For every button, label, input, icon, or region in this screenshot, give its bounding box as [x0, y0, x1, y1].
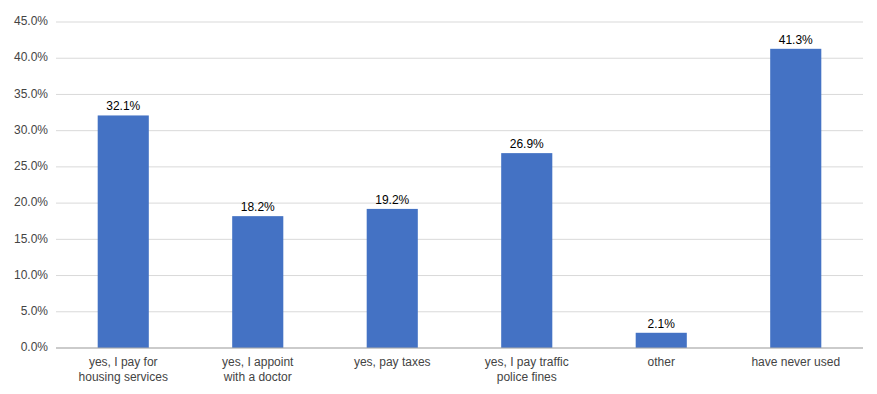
- data-label: 41.3%: [779, 33, 813, 47]
- x-tick-label: yes, pay taxes: [354, 355, 431, 369]
- grid-line: [56, 203, 863, 204]
- bar: [98, 115, 149, 348]
- data-label: 26.9%: [510, 137, 544, 151]
- y-tick-label: 20.0%: [14, 195, 48, 209]
- grid-line: [56, 58, 863, 59]
- x-tick-label: have never used: [751, 355, 840, 369]
- data-label: 19.2%: [375, 193, 409, 207]
- bar: [501, 153, 552, 348]
- grid-line: [56, 275, 863, 276]
- grid-line: [56, 94, 863, 95]
- data-label: 2.1%: [648, 317, 676, 331]
- y-tick-label: 10.0%: [14, 268, 48, 282]
- chart: 0.0% 5.0% 10.0% 15.0% 20.0% 25.0% 30.0% 35.0% 40…: [0, 0, 877, 394]
- bar: [636, 333, 687, 348]
- y-axis: 0.0% 5.0% 10.0% 15.0% 20.0% 25.0% 30.0% 35.0% 40…: [14, 14, 48, 354]
- grid-line: [56, 22, 863, 23]
- axis-line: [56, 348, 863, 349]
- grid-line: [56, 239, 863, 240]
- data-labels: 32.1% 18.2% 19.2% 26.9% 2.1% 41.3%: [106, 33, 813, 331]
- bar: [770, 49, 821, 348]
- x-axis: yes, I pay forhousing services yes, I app…: [79, 355, 841, 384]
- y-tick-label: 40.0%: [14, 50, 48, 64]
- y-tick-label: 45.0%: [14, 14, 48, 28]
- y-tick-label: 5.0%: [21, 304, 49, 318]
- grid-line: [56, 348, 863, 349]
- y-tick-label: 25.0%: [14, 159, 48, 173]
- grid-line: [56, 311, 863, 312]
- bar: [232, 216, 283, 348]
- grid-line: [56, 130, 863, 131]
- bar: [367, 209, 418, 348]
- y-tick-label: 35.0%: [14, 87, 48, 101]
- grid-line: [56, 166, 863, 167]
- x-tick-label: yes, I pay forhousing services: [79, 355, 168, 384]
- bars: [98, 49, 822, 348]
- y-tick-label: 15.0%: [14, 232, 48, 246]
- data-label: 32.1%: [106, 99, 140, 113]
- grid: [56, 22, 863, 348]
- y-tick-label: 30.0%: [14, 123, 48, 137]
- data-label: 18.2%: [241, 200, 275, 214]
- x-tick-label: yes, I appointwith a doctor: [222, 355, 294, 384]
- x-tick-label: other: [648, 355, 675, 369]
- y-tick-label: 0.0%: [21, 340, 49, 354]
- x-tick-label: yes, I pay trafficpolice fines: [485, 355, 569, 384]
